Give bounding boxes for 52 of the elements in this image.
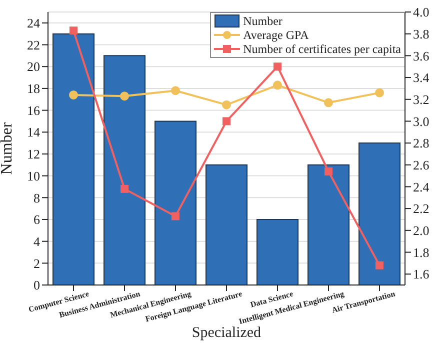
y2-tick-label: 3.8 xyxy=(413,26,430,42)
point xyxy=(273,80,282,90)
y2-tick-label: 3.2 xyxy=(413,92,430,107)
y2-tick-label: 2.6 xyxy=(413,157,430,172)
y-tick-label: 0 xyxy=(34,278,40,293)
bar xyxy=(154,120,196,285)
y-tick-label: 10 xyxy=(27,168,40,184)
bar xyxy=(256,218,298,285)
point xyxy=(375,88,384,98)
bar xyxy=(104,55,146,285)
y-tick-label: 12 xyxy=(27,146,40,162)
point xyxy=(324,167,332,176)
y-tick-label: 4 xyxy=(34,234,40,249)
legend-label: Number xyxy=(243,14,282,28)
point xyxy=(222,117,230,126)
y2-tick-label: 2.8 xyxy=(413,136,430,151)
point xyxy=(376,261,384,270)
y-tick-label: 22 xyxy=(27,37,40,52)
point xyxy=(274,62,282,71)
point xyxy=(171,86,180,96)
legend-label: Average GPA xyxy=(243,28,309,42)
bar xyxy=(308,164,350,285)
y2-tick-label: 4.0 xyxy=(413,4,430,20)
y2-tick-label: 2.0 xyxy=(413,223,430,238)
bar xyxy=(206,164,248,285)
y2-tick-label: 3.4 xyxy=(413,70,430,86)
point xyxy=(324,98,333,108)
point xyxy=(172,212,180,220)
x-axis-title: Specialized xyxy=(192,325,262,341)
y-tick-label: 14 xyxy=(27,124,40,140)
y-tick-label: 24 xyxy=(27,16,40,31)
y-axis-title: Number xyxy=(0,122,16,175)
legend-label: Number of certificates per capita xyxy=(243,42,401,56)
y2-tick-label: 2.2 xyxy=(413,201,430,216)
bar xyxy=(358,142,400,285)
y2-tick-label: 1.6 xyxy=(413,266,430,282)
point xyxy=(70,26,78,35)
point xyxy=(222,100,231,110)
y-tick-label: 6 xyxy=(34,212,40,228)
y-tick-label: 2 xyxy=(34,256,40,271)
y2-tick-label: 1.8 xyxy=(413,244,430,260)
point xyxy=(69,90,78,100)
point xyxy=(120,184,128,193)
y-tick-label: 8 xyxy=(34,190,40,206)
y-tick-label: 16 xyxy=(27,102,40,118)
y-tick-label: 18 xyxy=(27,81,40,96)
y2-tick-label: 2.4 xyxy=(413,179,430,194)
point xyxy=(120,92,129,101)
bar xyxy=(52,33,94,285)
y-tick-label: 20 xyxy=(27,59,40,74)
y2-tick-label: 3.6 xyxy=(413,48,430,64)
y2-tick-label: 3.0 xyxy=(413,114,430,129)
